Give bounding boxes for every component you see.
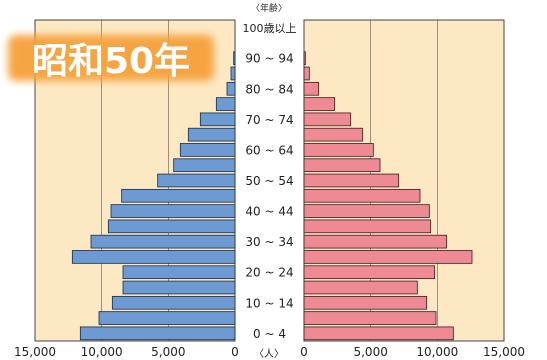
x-tick-left-0: 15,000: [14, 345, 56, 359]
title-glow: [8, 35, 214, 81]
bar-right-9: [303, 188, 421, 203]
age-label-10: 50 ~ 54: [245, 174, 293, 188]
bar-left-18: [233, 51, 236, 66]
age-label-6: 30 ~ 34: [245, 235, 293, 249]
bar-right-6: [303, 234, 448, 249]
bar-right-14: [303, 112, 352, 127]
bar-left-9: [121, 188, 236, 203]
bar-right-4: [303, 265, 436, 280]
age-label-4: 20 ~ 24: [245, 266, 293, 280]
bar-right-11: [303, 158, 381, 173]
age-axis-title: 〈年齢〉: [251, 2, 287, 14]
age-label-8: 40 ~ 44: [245, 205, 293, 219]
bar-left-13: [187, 127, 236, 142]
bar-left-0: [79, 326, 236, 341]
x-tick-left-2: 5,000: [151, 345, 185, 359]
bar-right-0: [303, 326, 454, 341]
bar-right-13: [303, 127, 364, 142]
x-tick-left-1: 10,000: [81, 345, 123, 359]
bar-left-7: [107, 219, 236, 234]
male-bars: [71, 51, 236, 341]
x-tick-right-3: 15,000: [483, 345, 525, 359]
age-label-18: 90 ~ 94: [245, 52, 293, 66]
age-label-20: 100歳以上: [243, 22, 297, 35]
bar-right-15: [303, 97, 336, 111]
bar-right-8: [303, 204, 430, 218]
x-tick-right-0: 0: [300, 345, 308, 359]
age-labels: 0 ~ 4 10 ~ 14 20 ~ 24 30 ~ 34 40 ~ 44 50 ~ 54…: [243, 22, 297, 341]
x-tick-left-3: 0: [231, 345, 239, 359]
age-label-12: 60 ~ 64: [245, 143, 293, 157]
bar-right-10: [303, 173, 400, 188]
bar-right-1: [303, 311, 437, 325]
female-bars: [303, 51, 473, 341]
bar-left-2: [111, 295, 236, 310]
age-label-14: 70 ~ 74: [245, 113, 293, 127]
x-tick-labels: 15,000 10,000 5,000 0 0 5,000 10,000 15,000: [14, 345, 525, 359]
bar-left-16: [226, 81, 236, 96]
bar-right-3: [303, 280, 418, 295]
age-label-2: 10 ~ 14: [245, 296, 293, 310]
bar-right-17: [303, 66, 310, 81]
bar-left-5: [71, 250, 236, 264]
x-tick-right-2: 10,000: [416, 345, 458, 359]
bar-right-7: [303, 219, 432, 234]
bar-left-15: [215, 97, 236, 111]
bar-right-5: [303, 250, 473, 264]
x-tick-right-1: 5,000: [353, 345, 387, 359]
bar-left-17: [230, 66, 236, 81]
age-label-16: 80 ~ 84: [245, 82, 293, 96]
bar-left-4: [122, 265, 236, 280]
bar-right-2: [303, 295, 428, 310]
bar-left-11: [173, 158, 236, 173]
bar-left-8: [110, 204, 236, 218]
bar-right-12: [303, 143, 374, 157]
age-label-0: 0 ~ 4: [253, 327, 286, 341]
bar-left-6: [90, 234, 236, 249]
chart-title: 昭和50年: [32, 41, 190, 82]
bar-left-1: [98, 311, 236, 325]
bar-left-3: [122, 280, 236, 295]
bar-right-18: [303, 51, 306, 66]
bar-left-12: [179, 143, 236, 157]
bar-left-10: [157, 173, 236, 188]
bar-right-16: [303, 81, 320, 96]
unit-label: 〈人〉: [254, 348, 284, 360]
bar-left-14: [199, 112, 236, 127]
